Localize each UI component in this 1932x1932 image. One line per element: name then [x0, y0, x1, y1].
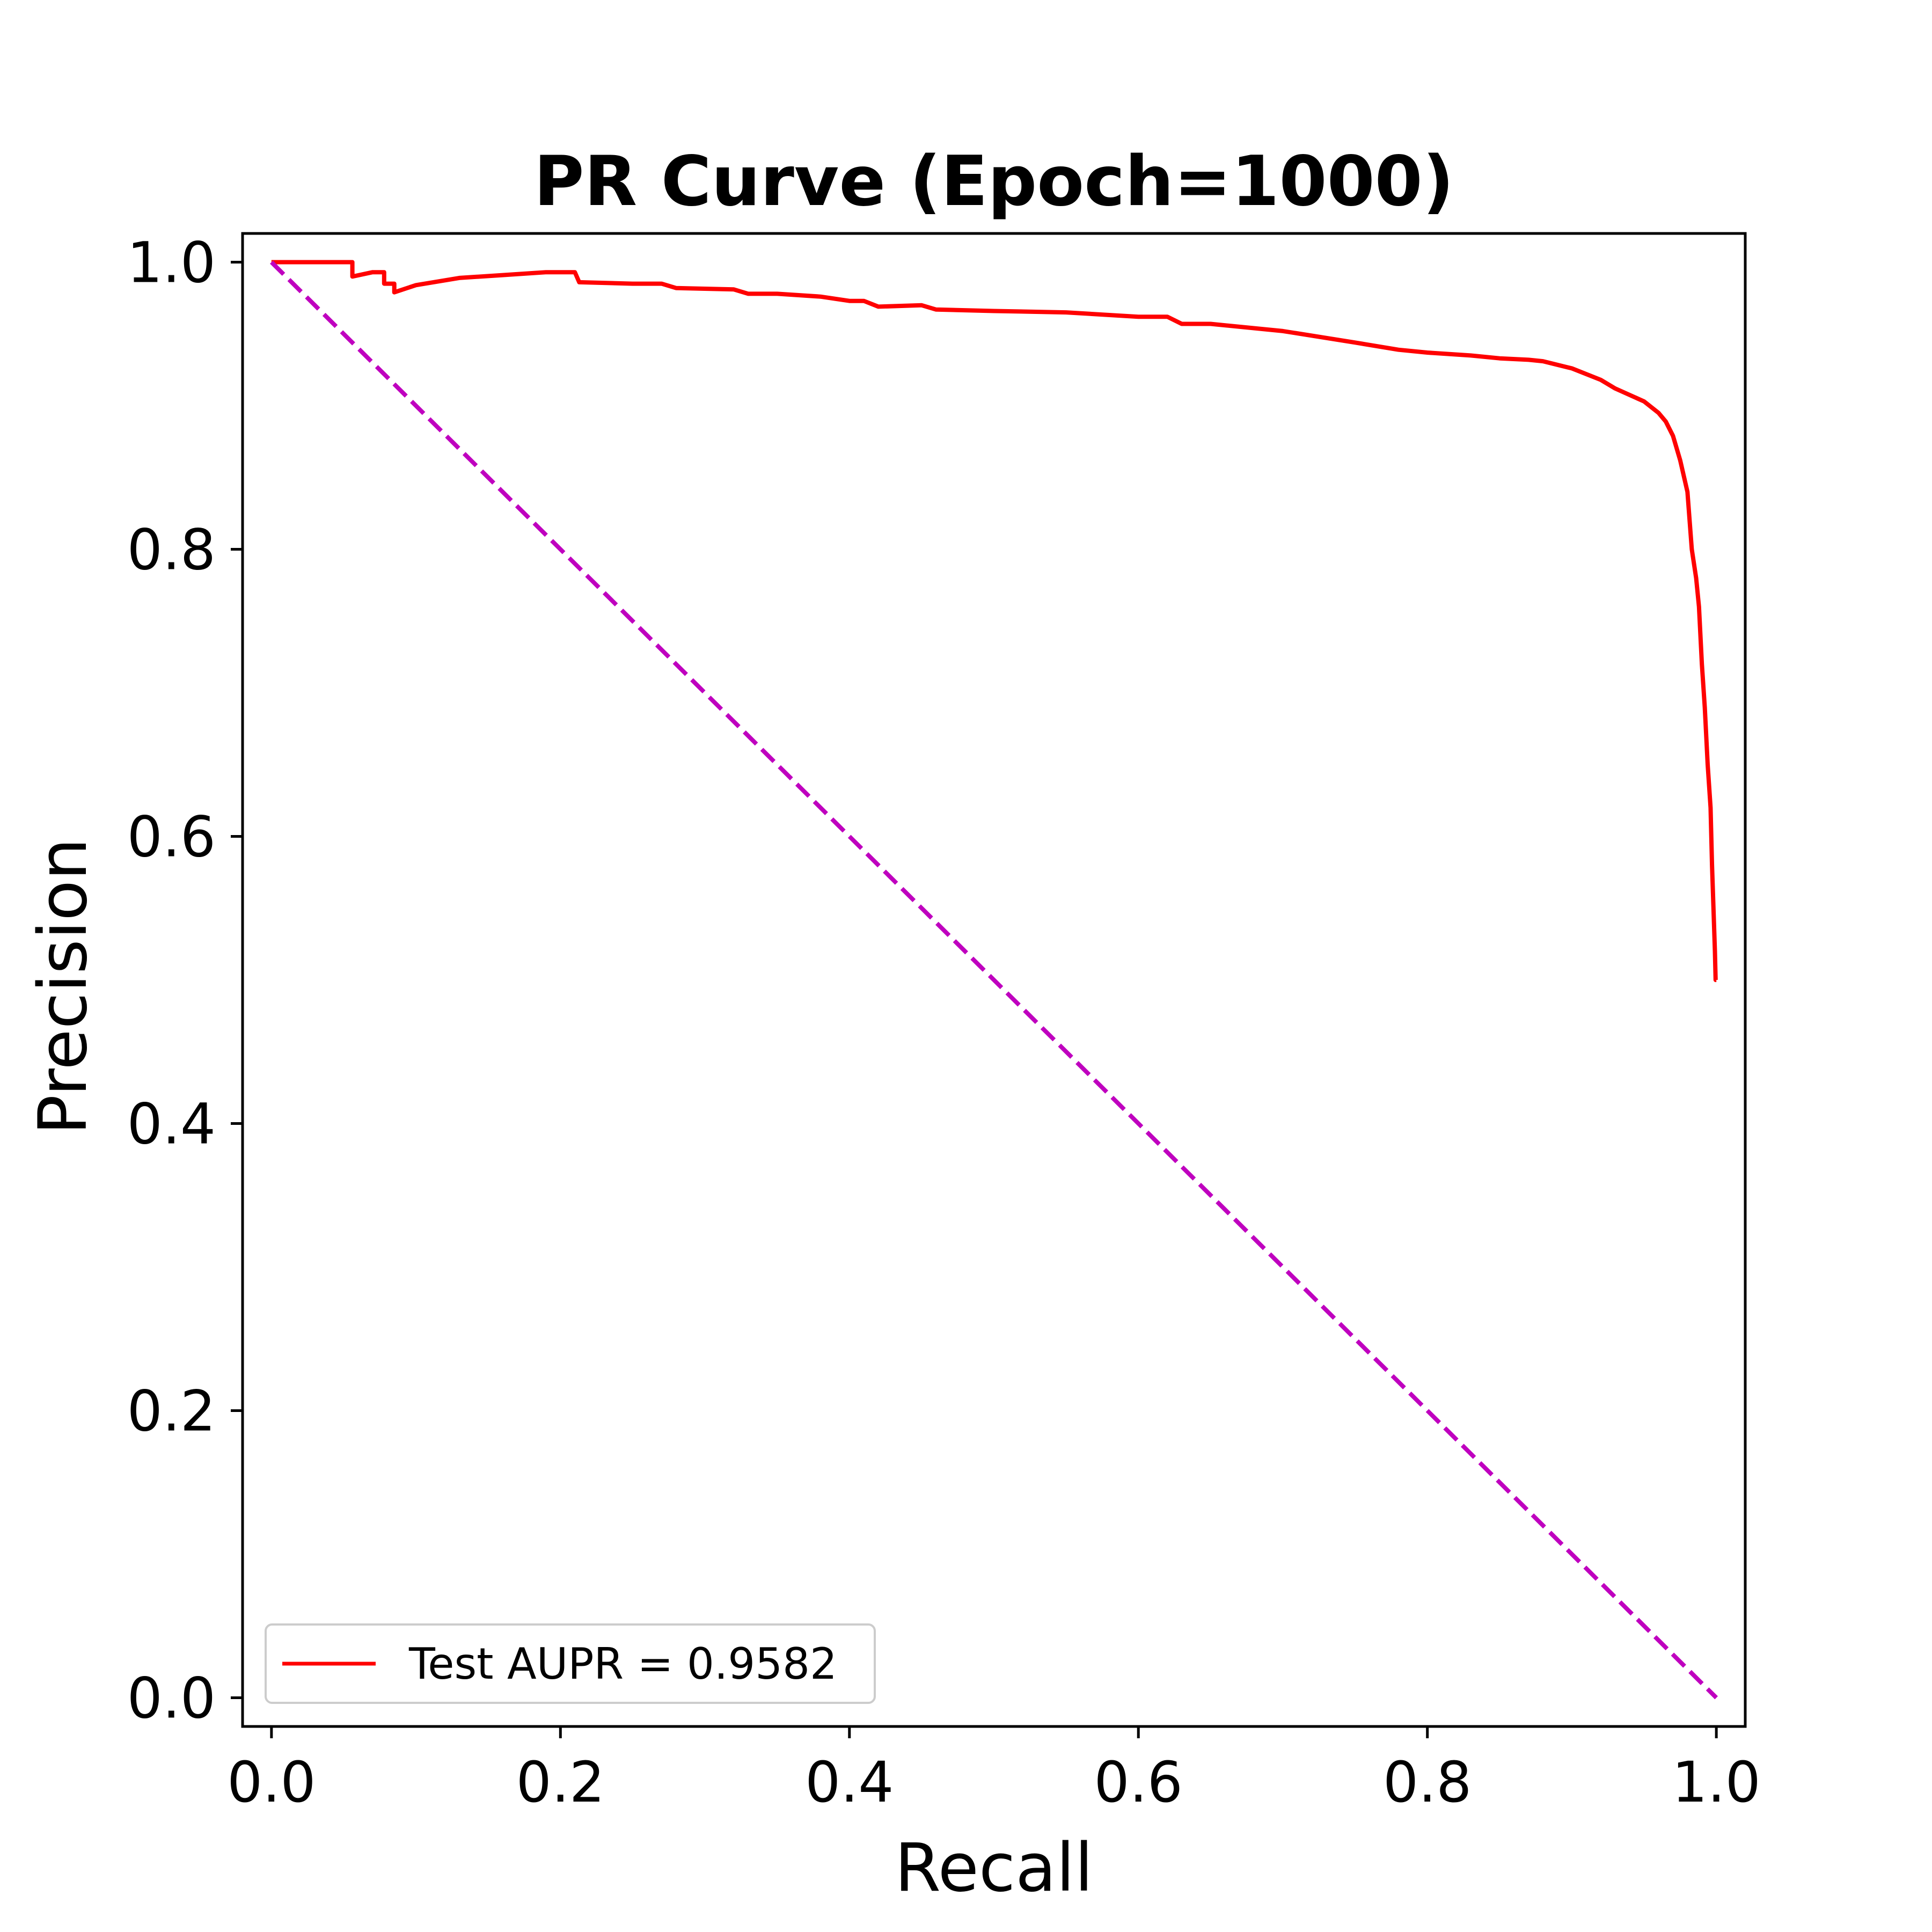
chart-title: PR Curve (Epoch=1000) [534, 142, 1454, 222]
x-tick-label: 0.4 [805, 1750, 894, 1815]
legend: Test AUPR = 0.9582 [265, 1623, 876, 1704]
y-tick-label: 0.8 [127, 517, 216, 583]
legend-entry-test-aupr: Test AUPR = 0.9582 [408, 1639, 837, 1689]
plot-area [269, 260, 1718, 1700]
legend-box [265, 1623, 876, 1704]
y-axis-label: Precision [25, 838, 102, 1135]
x-tick-label: 0.8 [1383, 1750, 1472, 1815]
y-tick-label: 0.0 [127, 1666, 216, 1731]
pr-curve-line [271, 260, 1718, 982]
x-tick-label: 0.6 [1094, 1750, 1183, 1815]
y-tick-label: 0.2 [127, 1379, 216, 1444]
x-tick-label: 0.2 [516, 1750, 605, 1815]
y-tick-label: 1.0 [127, 230, 216, 296]
x-tick-label: 0.0 [227, 1750, 316, 1815]
axes-frame [241, 232, 1747, 1728]
y-tick-label: 0.4 [127, 1092, 216, 1157]
baseline-diagonal-line [269, 260, 1718, 1700]
x-tick-label: 1.0 [1672, 1750, 1760, 1815]
x-axis-label: Recall [895, 1829, 1093, 1907]
y-tick-label: 0.6 [127, 804, 216, 870]
axis-ticks: 0.0 0.2 0.4 0.6 0.8 1.0 0.0 0.2 0.4 0.6 0.8 1.0 [127, 230, 1761, 1816]
